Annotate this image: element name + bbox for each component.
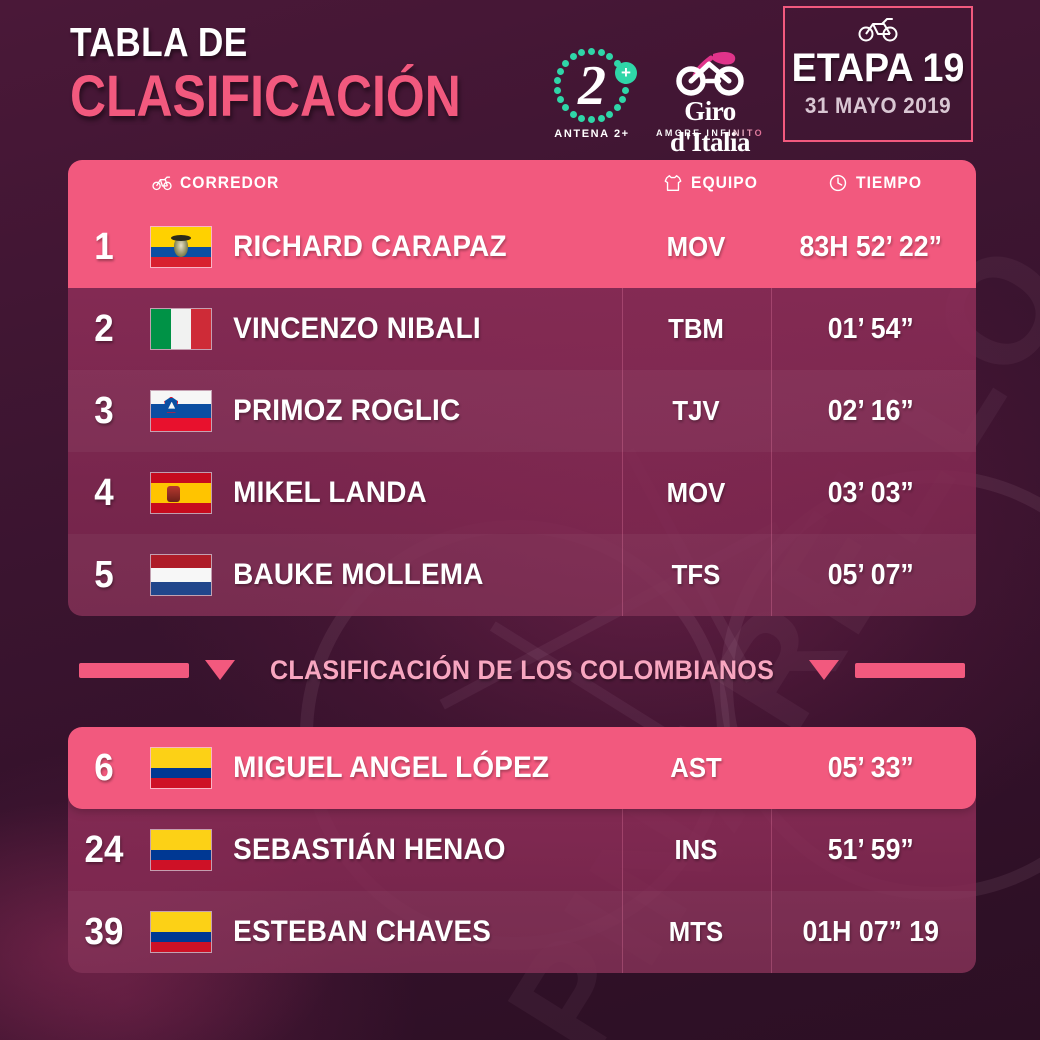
- row-position: 4: [94, 471, 114, 514]
- table-row[interactable]: 3 PRIMOZ ROGLIC TJV 02’ 16”: [68, 370, 976, 452]
- row-rider-name: SEBASTIÁN HENAO: [233, 833, 506, 866]
- row-team: MTS: [668, 916, 724, 947]
- table-row[interactable]: 24 SEBASTIÁN HENAO INS 51’ 59”: [68, 809, 976, 891]
- colombian-rows-container: 6 MIGUEL ANGEL LÓPEZ AST 05’ 33” 24 SEBASTIÁN…: [68, 727, 976, 973]
- spain-flag: [150, 472, 212, 514]
- row-rider-name: VINCENZO NIBALI: [233, 312, 481, 345]
- antena2-digit: 2: [578, 55, 606, 117]
- row-flag: [140, 308, 222, 350]
- colombia-flag: [150, 747, 212, 789]
- flag-crest-icon: [171, 235, 191, 258]
- page-title-line2: CLASIFICACIÓN: [70, 64, 461, 129]
- antena2-dotted-ring-icon: [554, 48, 630, 124]
- page-title-line1: TABLA DE: [70, 19, 248, 65]
- row-rider-name: ESTEBAN CHAVES: [233, 915, 492, 948]
- row-team: TFS: [671, 559, 721, 590]
- row-rider-name: RICHARD CARAPAZ: [233, 230, 507, 263]
- row-position: 39: [84, 910, 124, 953]
- table-row[interactable]: 6 MIGUEL ANGEL LÓPEZ AST 05’ 33”: [68, 727, 976, 809]
- row-position: 5: [94, 553, 114, 596]
- row-flag: [140, 911, 222, 953]
- table-row[interactable]: 2 VINCENZO NIBALI TBM 01’ 54”: [68, 288, 976, 370]
- row-time: 51’ 59”: [827, 833, 914, 866]
- header-team-label: EQUIPO: [691, 173, 758, 192]
- netherlands-flag: [150, 554, 212, 596]
- bicycle-icon: [152, 176, 172, 191]
- leader-highlight-block: CORREDOR EQUIPO TIEMPO 1 RICHARD CARAPAZ M…: [68, 160, 976, 288]
- row-team: MOV: [666, 477, 726, 508]
- row-flag: [140, 226, 222, 268]
- colombia-flag: [150, 829, 212, 871]
- giro-name: Giro d'Italia: [669, 96, 751, 157]
- row-position: 6: [94, 746, 114, 789]
- giro-tagline: AMORE INFINITO: [645, 128, 775, 138]
- row-team: AST: [670, 752, 722, 783]
- main-standings-table: CORREDOR EQUIPO TIEMPO 1 RICHARD CARAPAZ M…: [68, 160, 976, 616]
- divider-bar-left: [78, 662, 189, 678]
- row-position: 3: [94, 389, 114, 432]
- row-time: 01H 07” 19: [802, 915, 939, 948]
- header-team: EQUIPO: [663, 160, 764, 206]
- clock-icon: [829, 174, 847, 192]
- row-time: 83H 52’ 22”: [799, 230, 942, 263]
- antena2-logo: 2 + ANTENA 2+: [546, 48, 638, 148]
- colombian-standings-table: 6 MIGUEL ANGEL LÓPEZ AST 05’ 33” 24 SEBASTIÁN…: [68, 727, 976, 973]
- header-rider-label: CORREDOR: [180, 173, 280, 192]
- divider-bar-right: [855, 662, 966, 678]
- slovenia-flag: [150, 390, 212, 432]
- table-row[interactable]: 39 ESTEBAN CHAVES MTS 01H 07” 19: [68, 891, 976, 973]
- header-time: TIEMPO: [828, 160, 928, 206]
- triangle-down-icon: [809, 660, 840, 680]
- row-team: TJV: [672, 395, 720, 426]
- stage-box: ETAPA 19 31 MAYO 2019: [783, 6, 973, 142]
- row-team: TBM: [668, 313, 724, 344]
- giro-ditalia-logo: Giro d'Italia AMORE INFINITO: [645, 48, 775, 157]
- bicycle-icon: [858, 18, 898, 42]
- antena2-plus-icon: +: [615, 62, 637, 84]
- header-rider: CORREDOR: [68, 173, 288, 193]
- row-position: 24: [84, 828, 124, 871]
- flag-crest-icon: [166, 485, 180, 502]
- row-time: 05’ 07”: [827, 558, 914, 591]
- table-row[interactable]: 5 BAUKE MOLLEMA TFS 05’ 07”: [68, 534, 976, 616]
- row-flag: [140, 747, 222, 789]
- stage-number: ETAPA 19: [791, 46, 965, 90]
- row-flag: [140, 472, 222, 514]
- header: TABLA DE CLASIFICACIÓN 2 + ANTENA 2+ Gir…: [0, 0, 1040, 157]
- page-title: TABLA DE CLASIFICACIÓN: [70, 22, 524, 128]
- row-flag: [140, 829, 222, 871]
- row-team: INS: [674, 834, 718, 865]
- row-flag: [140, 554, 222, 596]
- row-flag: [140, 390, 222, 432]
- colombians-section-divider: CLASIFICACIÓN DE LOS COLOMBIANOS: [68, 652, 976, 688]
- row-team: MOV: [666, 231, 726, 262]
- table-row[interactable]: 1 RICHARD CARAPAZ MOV 83H 52’ 22”: [68, 206, 976, 288]
- header-time-label: TIEMPO: [856, 173, 923, 192]
- ecuador-flag: [150, 226, 212, 268]
- giro-bike-loop-icon: [676, 52, 744, 96]
- stage-date: 31 MAYO 2019: [804, 93, 952, 118]
- row-time: 02’ 16”: [827, 394, 914, 427]
- row-position: 1: [94, 225, 114, 268]
- table-header-row: CORREDOR EQUIPO TIEMPO: [68, 160, 976, 206]
- row-rider-name: PRIMOZ ROGLIC: [233, 394, 461, 427]
- jersey-icon: [664, 175, 682, 191]
- row-rider-name: MIKEL LANDA: [233, 476, 427, 509]
- row-time: 01’ 54”: [827, 312, 914, 345]
- row-position: 2: [94, 307, 114, 350]
- antena2-label: ANTENA 2+: [554, 128, 630, 140]
- row-time: 05’ 33”: [827, 751, 914, 784]
- row-rider-name: BAUKE MOLLEMA: [233, 558, 484, 591]
- colombians-section-label: CLASIFICACIÓN DE LOS COLOMBIANOS: [269, 654, 775, 685]
- triangle-down-icon: [204, 660, 235, 680]
- main-rows-container: 2 VINCENZO NIBALI TBM 01’ 54” 3 PRIMOZ ROGLIC…: [68, 288, 976, 616]
- italy-flag: [150, 308, 212, 350]
- row-rider-name: MIGUEL ANGEL LÓPEZ: [233, 751, 550, 784]
- row-time: 03’ 03”: [827, 476, 914, 509]
- colombia-flag: [150, 911, 212, 953]
- table-row[interactable]: 4 MIKEL LANDA MOV 03’ 03”: [68, 452, 976, 534]
